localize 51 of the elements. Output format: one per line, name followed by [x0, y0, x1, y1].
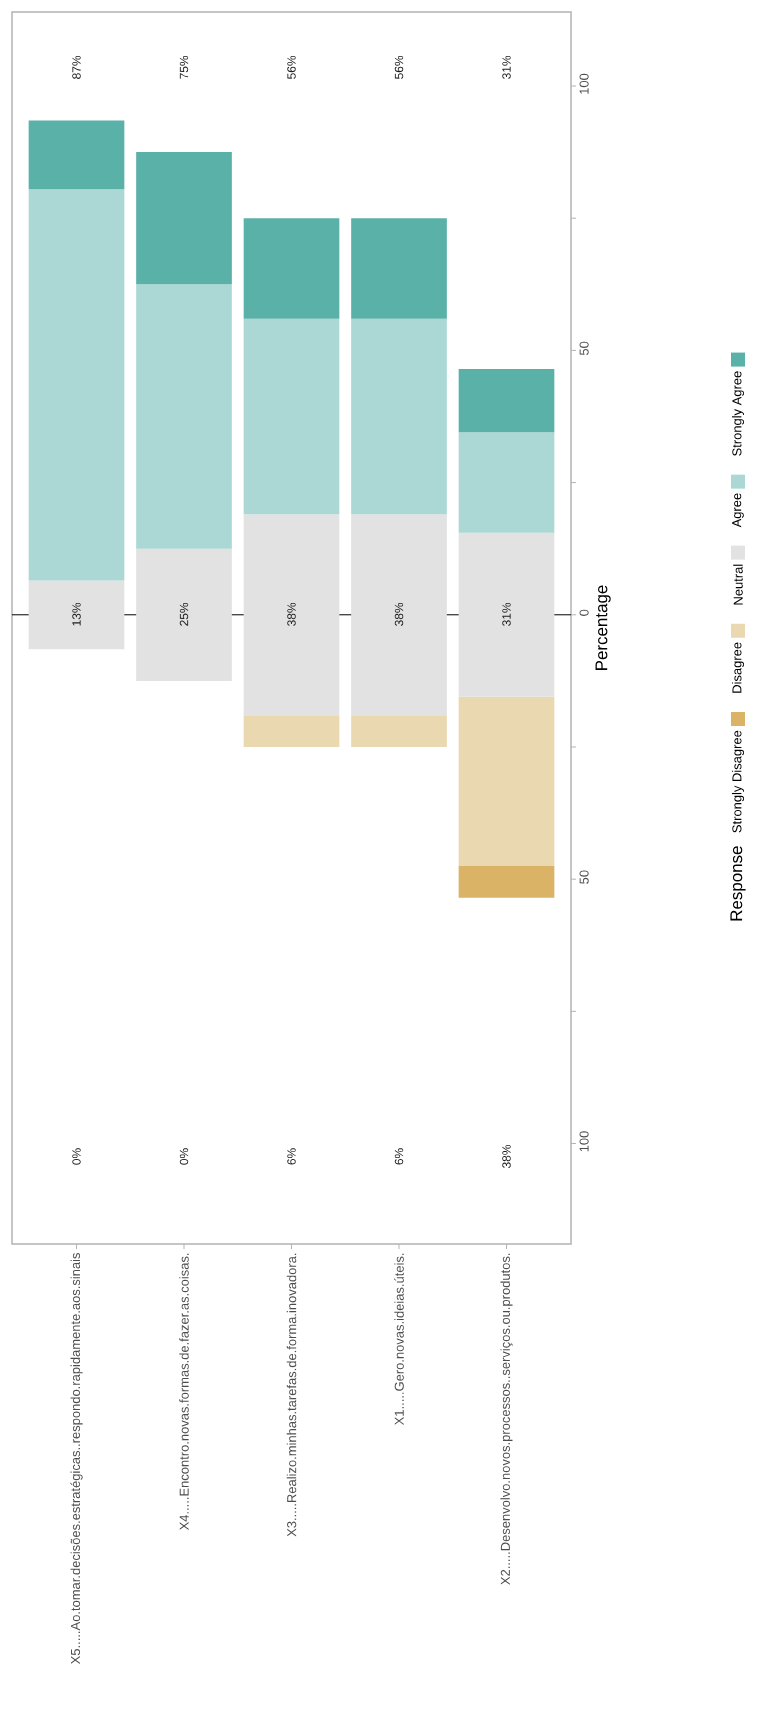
bar [458, 696, 555, 866]
annotation: 31% [502, 55, 511, 79]
bar [351, 318, 447, 515]
y-tick-label: 50 [579, 341, 589, 356]
x-tick-label: X3.....Realizo.minhas.tarefas.de.forma.inovadora. [286, 1253, 297, 1537]
bar [351, 514, 447, 716]
bar [351, 715, 447, 747]
annotation: 0% [72, 1148, 81, 1165]
bar [458, 368, 555, 433]
bar [136, 152, 232, 285]
bar [243, 218, 340, 319]
annotation: 31% [502, 602, 511, 626]
annotation: 13% [72, 602, 81, 626]
bar [458, 532, 555, 697]
x-tick-label: X4.....Encontro.novas.formas.de.fazer.as.coisas. [179, 1253, 189, 1531]
x-tick-label: X5.....Ao.tomar.decisões.estratégicas..respondo.rapidamente.aos.sinais [70, 1253, 83, 1665]
y-axis-title: Percentage [595, 585, 611, 670]
bar [243, 715, 340, 747]
annotation: 75% [179, 55, 189, 79]
bar [243, 514, 340, 716]
legend-label: Strongly Agree [731, 371, 745, 456]
legend-title: Response [730, 846, 746, 921]
y-tick-label: 100 [579, 1131, 589, 1152]
bar [458, 865, 555, 898]
legend-label: Agree [732, 493, 744, 528]
bar [28, 580, 125, 650]
bar [136, 548, 232, 681]
annotation: 6% [394, 1148, 404, 1165]
x-tick-label: X1.....Gero.novas.ideias.úteis. [394, 1253, 404, 1425]
annotation: 38% [502, 1145, 511, 1169]
bar [243, 318, 340, 515]
x-tick-label: X2.....Desenvolvo.novos.processos..serviços.ou.produtos. [500, 1253, 513, 1585]
y-tick-label: 50 [579, 870, 589, 884]
y-tick-label: 0 [579, 609, 589, 616]
bar [458, 432, 555, 533]
annotation: 56% [394, 55, 404, 79]
bar [28, 120, 125, 190]
bar [136, 284, 232, 549]
legend-label: Strongly Disagree [731, 730, 745, 833]
annotation: 38% [287, 602, 296, 626]
y-tick-label: 100 [579, 73, 589, 94]
annotation: 6% [287, 1148, 296, 1165]
annotation: 56% [287, 55, 296, 79]
legend-label: Disagree [731, 642, 745, 693]
annotation: 87% [72, 55, 81, 79]
annotation: 0% [179, 1148, 189, 1165]
bar [28, 189, 125, 581]
bar [351, 218, 447, 319]
legend-label: Neutral [733, 564, 743, 605]
annotation: 38% [394, 602, 404, 626]
annotation: 25% [179, 602, 189, 626]
